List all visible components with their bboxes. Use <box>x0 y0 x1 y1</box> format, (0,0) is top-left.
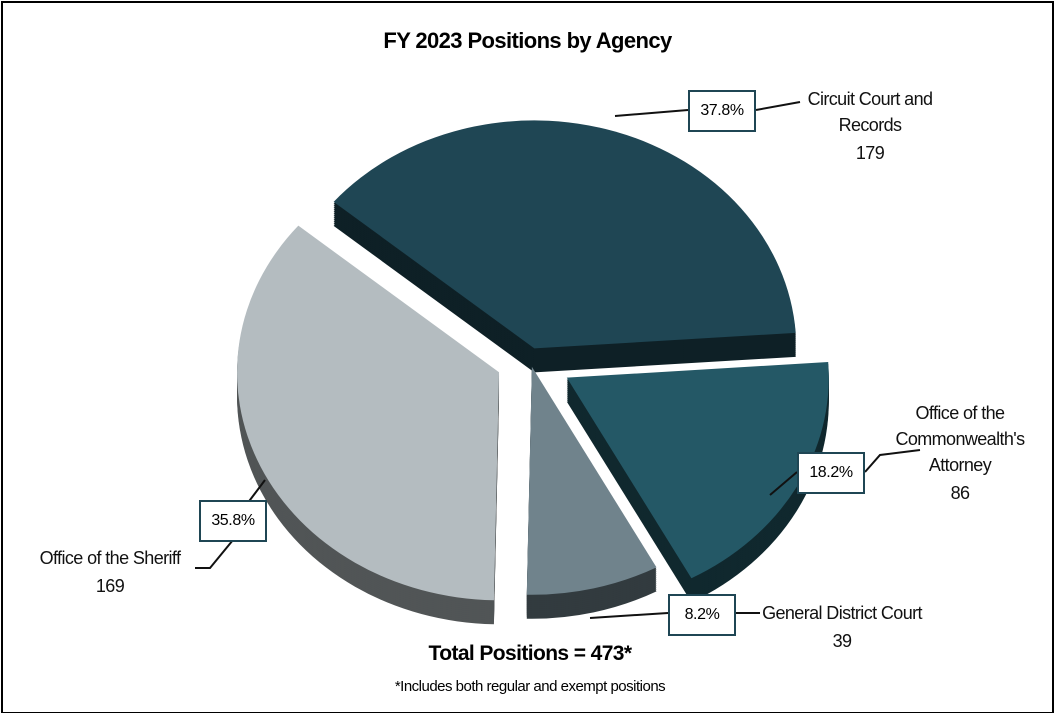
category-label: Circuit Court and Records <box>807 89 933 135</box>
slice <box>237 225 500 601</box>
category-label: Office of the Sheriff <box>39 548 181 568</box>
leader-line <box>755 101 801 111</box>
count-label: 86 <box>950 483 970 503</box>
count-label: 179 <box>855 143 885 163</box>
leader-line <box>864 449 921 473</box>
leader-line <box>195 539 234 569</box>
count-label: 169 <box>95 576 125 596</box>
slice <box>526 366 657 595</box>
value-label: 18.2% <box>797 452 865 494</box>
category-label: Office of the Commonwealth's Attorney <box>895 403 1025 475</box>
category-label: General District Court <box>762 603 922 623</box>
value-label: 35.8% <box>199 500 267 542</box>
leader-line <box>769 471 798 496</box>
value-label: 37.8% <box>688 90 756 132</box>
slice <box>566 362 829 579</box>
leader-line <box>614 109 689 117</box>
count-label: 39 <box>832 631 852 651</box>
leader-line <box>589 612 669 619</box>
total-label: Total Positions = 473* <box>428 642 633 665</box>
chart-title: FY 2023 Positions by Agency <box>383 28 672 53</box>
value-label: 8.2% <box>668 594 736 636</box>
slice <box>333 120 796 349</box>
footnote: *Includes both regular and exempt positi… <box>394 678 666 695</box>
